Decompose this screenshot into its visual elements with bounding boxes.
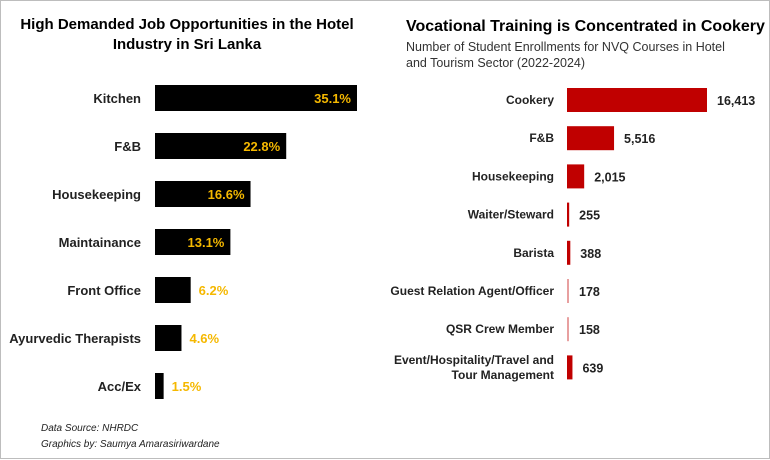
right-chart-subtitle: Number of Student Enrollments for NVQ Co… — [406, 40, 725, 70]
right-bar — [567, 279, 569, 303]
right-category-label: Guest Relation Agent/Officer — [390, 284, 554, 298]
right-bar — [567, 126, 615, 151]
left-value-label: 16.6% — [208, 187, 245, 202]
left-bar — [155, 133, 287, 159]
left-bar — [155, 229, 231, 255]
right-value-label: 16,413 — [717, 94, 755, 108]
right-bar — [567, 240, 571, 265]
right-category-label: Housekeeping — [472, 169, 554, 183]
left-category-label: Ayurvedic Therapists — [9, 331, 141, 346]
right-category-label: QSR Crew Member — [446, 322, 554, 336]
left-value-label: 1.5% — [172, 379, 202, 394]
right-category-label: F&B — [529, 131, 554, 145]
right-value-label: 178 — [579, 285, 600, 299]
left-value-label: 13.1% — [188, 235, 225, 250]
left-bar — [155, 325, 182, 351]
left-value-label: 6.2% — [199, 283, 229, 298]
left-category-label: Housekeeping — [52, 187, 141, 202]
right-bar — [567, 355, 573, 380]
right-value-label: 388 — [580, 247, 601, 261]
right-category-label: Barista — [513, 246, 554, 260]
right-category-label: Event/Hospitality/Travel and Tour Managem… — [394, 353, 554, 382]
left-value-label: 22.8% — [243, 139, 280, 154]
right-value-label: 2,015 — [594, 170, 625, 184]
right-category-label: Cookery — [506, 93, 554, 107]
right-bar — [567, 202, 570, 227]
left-category-label: Front Office — [67, 283, 141, 298]
left-value-label: 4.6% — [189, 331, 219, 346]
right-bar — [567, 88, 707, 112]
right-chart-title: Vocational Training is Concentrated in C… — [406, 18, 765, 35]
right-value-label: 639 — [582, 361, 603, 375]
left-category-label: Maintainance — [59, 235, 141, 250]
right-bar — [567, 164, 585, 189]
right-value-label: 5,516 — [624, 132, 655, 146]
left-category-label: Acc/Ex — [98, 379, 142, 394]
left-bar — [155, 373, 164, 399]
left-category-label: F&B — [114, 139, 141, 154]
left-value-label: 35.1% — [314, 91, 351, 106]
graphics-credit: Graphics by: Saumya Amarasiriwardane — [41, 439, 220, 450]
left-bar — [155, 277, 191, 303]
left-category-label: Kitchen — [93, 91, 141, 106]
left-bar — [155, 85, 357, 111]
right-value-label: 255 — [579, 209, 600, 223]
data-source-note: Data Source: NHRDC — [41, 423, 139, 434]
right-category-label: Waiter/Steward — [468, 208, 554, 222]
right-bar — [567, 317, 569, 342]
right-value-label: 158 — [579, 323, 600, 337]
left-chart-title: High Demanded Job Opportunities in the H… — [20, 16, 354, 53]
left-bar — [155, 181, 251, 207]
